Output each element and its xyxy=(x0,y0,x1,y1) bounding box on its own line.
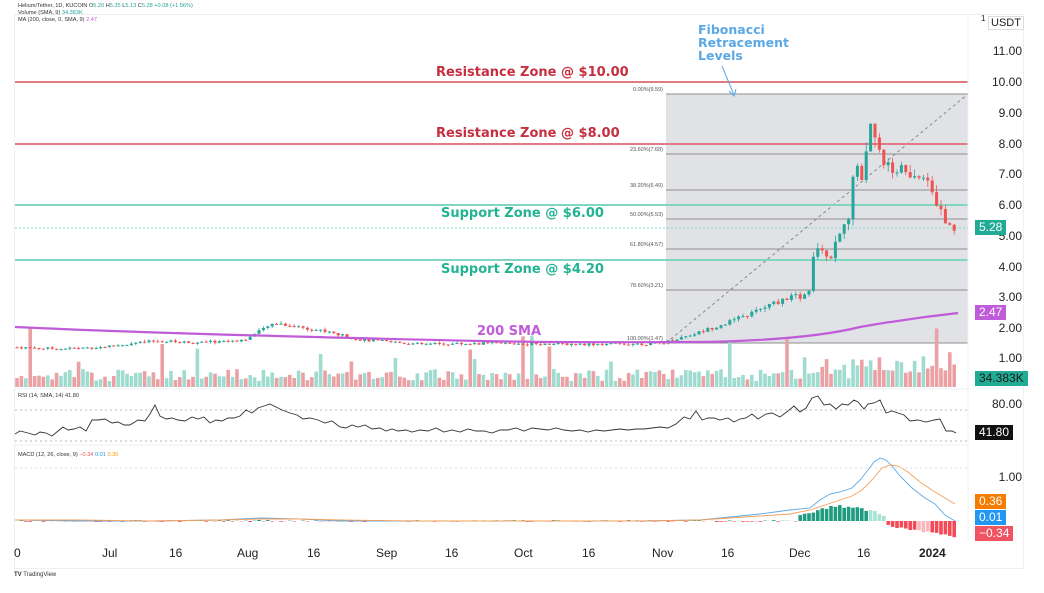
macd-signal-line xyxy=(15,464,956,522)
symbol-title: Helium/Tether, 1D, KUCOIN xyxy=(18,3,88,9)
volume-legend: Volume (SMA, 9) 34.383K xyxy=(18,10,83,16)
fib-level-label: 100.00%(1.47) xyxy=(626,336,663,342)
support-6-label[interactable]: Support Zone @ $6.00 xyxy=(441,206,604,221)
price-tick: 6.00 xyxy=(998,198,1022,212)
fib-level-label: 50.00%(5.53) xyxy=(629,212,663,218)
sma200-label[interactable]: 200 SMA xyxy=(477,324,542,339)
price-tick: 9.00 xyxy=(998,106,1022,120)
macd-legend: MACD (12, 26, close, 9) −0.34 0.01 0.36 xyxy=(18,452,119,458)
macd-tag: 0.01 xyxy=(975,510,1007,525)
volume-bars xyxy=(15,328,956,387)
time-label: 16 xyxy=(721,546,735,560)
macd-signal-value: 0.36 xyxy=(107,452,119,458)
fib-level-label: 0.00%(9.59) xyxy=(633,87,663,93)
price-tick: 8.00 xyxy=(998,137,1022,151)
support-4-label[interactable]: Support Zone @ $4.20 xyxy=(441,262,604,277)
price-tick: 7.00 xyxy=(998,167,1022,181)
change-value: +0.08 (+1.56%) xyxy=(154,3,193,9)
fib-level-label: 78.60%(3.21) xyxy=(629,283,663,289)
rsi-axis-80: 80.00 xyxy=(991,397,1022,411)
rsi-tag: 41.80 xyxy=(975,425,1014,440)
price-tick: 10.00 xyxy=(991,75,1022,89)
time-label: 16 xyxy=(445,546,459,560)
currency-superscript: 1 xyxy=(981,14,986,23)
price-tick: 11.00 xyxy=(992,44,1022,58)
price-tick: 4.00 xyxy=(998,260,1022,274)
time-label: Nov xyxy=(652,546,674,560)
resistance-8-label[interactable]: Resistance Zone @ $8.00 xyxy=(436,126,620,141)
fib-level-label: 23.60%(7.68) xyxy=(629,147,663,153)
symbol-legend: Helium/Tether, 1D, KUCOIN O5.20 H5.35 L5… xyxy=(18,3,193,9)
time-label: Sep xyxy=(376,546,398,560)
resistance-10-label[interactable]: Resistance Zone @ $10.00 xyxy=(436,65,629,80)
chart-frame xyxy=(14,14,1024,569)
volume-value: 34.383K xyxy=(61,10,83,16)
price-tick: 1.00 xyxy=(998,351,1022,365)
fib-level-label: 38.20%(6.49) xyxy=(629,183,663,189)
fib-annotation[interactable]: Fibonacci Retracement Levels xyxy=(698,22,789,63)
sma200-line xyxy=(14,311,959,344)
macd-hist-value: −0.34 xyxy=(79,452,94,458)
ma-value: 2.47 xyxy=(86,17,97,23)
time-label: Jul xyxy=(102,546,118,560)
high-value: 5.35 xyxy=(109,3,121,9)
time-label: Aug xyxy=(237,546,259,560)
rsi-line xyxy=(14,395,957,437)
close-value: 5.28 xyxy=(141,3,153,9)
low-value: 5.13 xyxy=(125,3,137,9)
price-tick: 2.00 xyxy=(998,321,1022,335)
time-label: 16 xyxy=(857,546,871,560)
rsi-value: 41.80 xyxy=(64,393,79,399)
macd-line xyxy=(14,457,956,522)
price-tick: 3.00 xyxy=(998,290,1022,304)
sma-price-tag: 2.47 xyxy=(975,305,1007,320)
time-label: Dec xyxy=(789,546,811,560)
time-label: 16 xyxy=(582,546,596,560)
macd-axis-1: 1.00 xyxy=(998,470,1022,484)
time-label: 2024 xyxy=(919,546,946,560)
fib-arrow xyxy=(721,65,735,96)
volume-tag: 34.383K xyxy=(975,371,1028,386)
macd-signal-tag: 0.36 xyxy=(975,494,1007,509)
ma-legend: MA (200, close, 0, SMA, 9) 2.47 xyxy=(18,17,97,23)
last-price-tag: 5.28 xyxy=(975,220,1007,235)
fib-level-label: 61.80%(4.57) xyxy=(629,242,663,248)
time-label: 0 xyxy=(14,546,21,560)
candlesticks xyxy=(15,123,956,351)
time-label: Oct xyxy=(514,546,533,560)
macd-value: 0.01 xyxy=(94,452,106,458)
time-label: 16 xyxy=(307,546,321,560)
time-label: 16 xyxy=(169,546,183,560)
fib-trend-line xyxy=(665,93,969,344)
tradingview-logo: TV TradingView xyxy=(14,572,57,578)
currency-button[interactable]: USDT xyxy=(988,16,1024,30)
macd-hist-tag: −0.34 xyxy=(975,526,1014,541)
open-value: 5.20 xyxy=(93,3,105,9)
rsi-legend: RSI (14, SMA, 14) 41.80 xyxy=(18,393,79,399)
